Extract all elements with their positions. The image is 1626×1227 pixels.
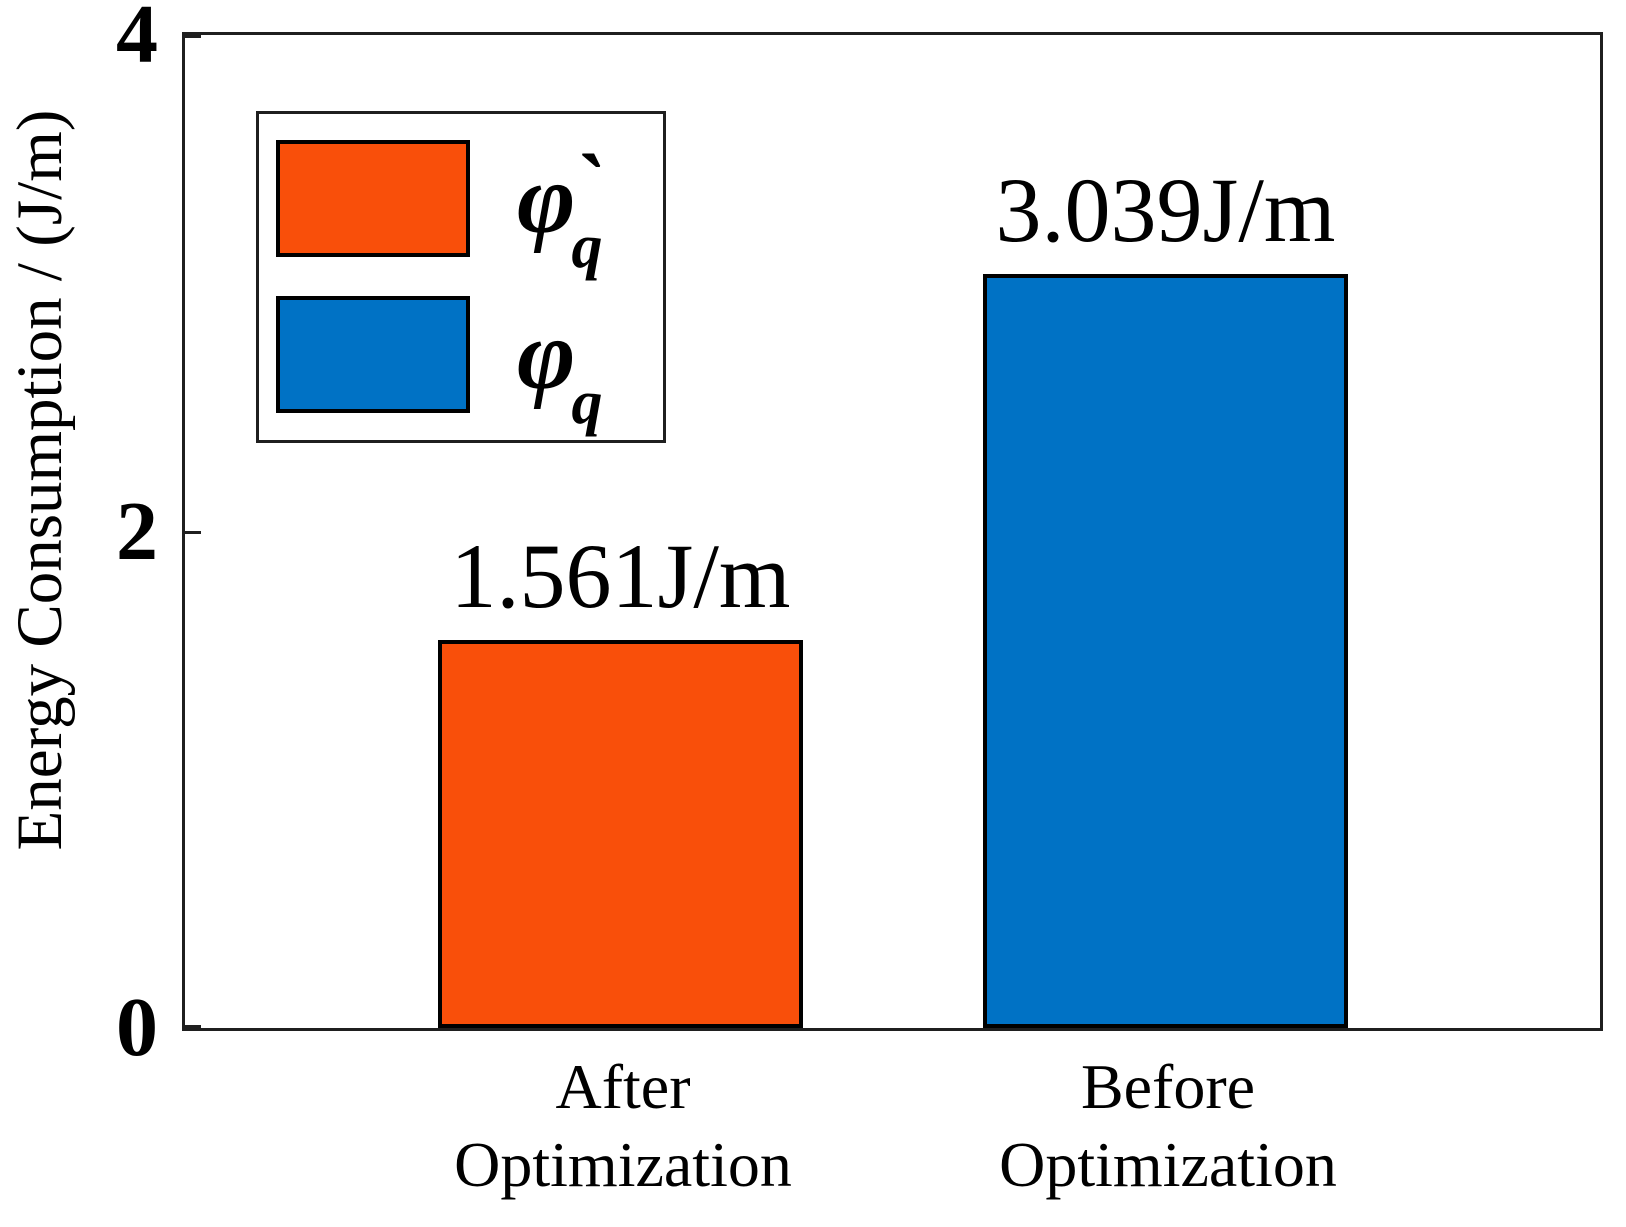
bar-value-label-after: 1.561J/m bbox=[450, 525, 791, 628]
legend-swatch-blue bbox=[276, 296, 470, 413]
x-tick-label-after-optimization: After Optimization bbox=[454, 1051, 792, 1201]
legend-symbol-phi-grave: φ ` q bbox=[517, 136, 603, 278]
y-tick-label-4: 4 bbox=[116, 0, 158, 81]
bar-after-optimization bbox=[438, 640, 803, 1028]
y-tick-label-2: 2 bbox=[116, 484, 158, 578]
subscript-q: q bbox=[571, 368, 603, 437]
grave-accent: ` bbox=[572, 136, 602, 236]
y-tick-mark-2 bbox=[185, 530, 201, 534]
subscript-q: q bbox=[571, 212, 603, 281]
x-tick-label-before-optimization: Before Optimization bbox=[999, 1051, 1337, 1201]
phi-symbol: φ bbox=[517, 298, 576, 410]
phi-symbol: φ bbox=[517, 142, 576, 254]
bar-group-before-optimization: 3.039J/m bbox=[983, 35, 1348, 1028]
legend-swatch-orange bbox=[276, 140, 470, 257]
bar-group-after-optimization: 1.561J/m bbox=[438, 35, 803, 1028]
y-tick-label-0: 0 bbox=[116, 981, 158, 1074]
y-axis-title: Energy Consumption / (J/m) bbox=[4, 109, 76, 851]
y-tick-mark-0 bbox=[185, 1025, 201, 1028]
bar-value-label-before: 3.039J/m bbox=[995, 158, 1336, 261]
bar-before-optimization bbox=[983, 273, 1348, 1028]
y-tick-mark-4 bbox=[185, 35, 201, 38]
